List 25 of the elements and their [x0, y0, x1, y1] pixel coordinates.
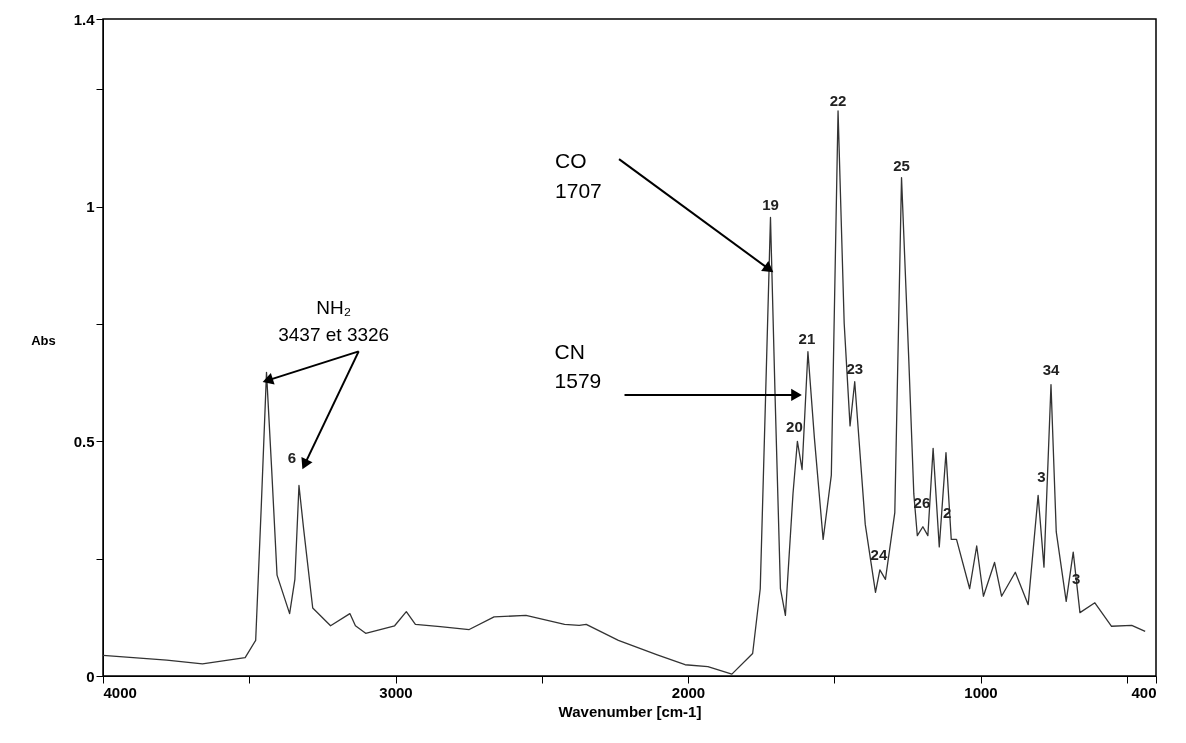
x-tick-label: 1000 — [964, 683, 998, 701]
x-tick-label: 2000 — [671, 683, 706, 701]
x-tick-label: 400 — [1131, 683, 1157, 701]
y-tick-label: 0.5 — [73, 432, 95, 450]
annotation: 24 — [870, 545, 888, 563]
annotation: 19 — [762, 195, 779, 213]
annotation: 6 — [287, 449, 297, 467]
annotation: 20 — [786, 418, 803, 436]
y-axis-title: Abs — [31, 333, 56, 348]
y-tick-label: 1 — [86, 198, 95, 216]
annotation: CO 1707 — [555, 149, 602, 202]
y-tick-label: 0 — [86, 667, 95, 685]
x-axis-title: Wavenumber [cm-1] — [558, 702, 702, 720]
x-tick-label: 4000 — [103, 683, 137, 701]
line-series — [102, 110, 1146, 675]
x-tick-label: 3000 — [379, 683, 413, 701]
annotation: 23 — [846, 359, 864, 377]
annotation: 22 — [829, 91, 847, 109]
annotation: 3 — [1037, 467, 1046, 485]
annotation: NH₂ 3437 et 3326 — [278, 297, 390, 345]
annotation: 34 — [1042, 360, 1060, 378]
y-tick-label: 1.4 — [73, 10, 96, 28]
annotation: CN 1579 — [554, 339, 602, 393]
annotation: 21 — [798, 329, 816, 347]
annotation: 25 — [893, 156, 910, 174]
